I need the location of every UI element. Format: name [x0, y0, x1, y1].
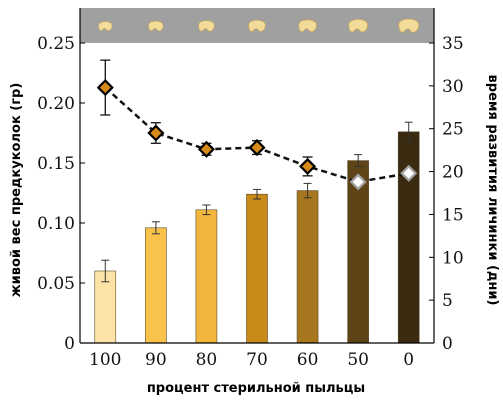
larva-icon [248, 19, 266, 32]
line-point [400, 164, 418, 182]
line-point [299, 157, 317, 175]
larva-icon [348, 18, 369, 33]
x-tick-label: 50 [347, 350, 369, 370]
y-tick-label: 0.15 [37, 154, 75, 174]
y2-tick-label: 5 [442, 291, 453, 311]
larva-shape [398, 18, 420, 33]
line-point [248, 139, 266, 157]
bar [145, 227, 167, 344]
larva-icon [298, 19, 317, 33]
y2-tick-label: 35 [442, 34, 464, 54]
line-point [349, 173, 367, 191]
y2-tick-label: 0 [442, 334, 453, 354]
bar [246, 193, 268, 344]
larva-icon [398, 18, 420, 33]
larva-icon [148, 20, 164, 32]
y-tick-label: 0.10 [37, 214, 75, 234]
y2-axis-title: время развития личинки (дни) [485, 75, 500, 306]
x-tick-label: 80 [196, 350, 218, 370]
line-point [197, 140, 215, 158]
x-tick-label: 100 [89, 350, 121, 370]
y2-tick-label: 15 [442, 205, 464, 225]
y2-tick-label: 10 [442, 248, 464, 268]
bar-series [94, 121, 420, 344]
line-point [147, 124, 165, 142]
y-tick-label: 0.20 [37, 94, 75, 114]
bar [296, 190, 319, 344]
x-tick-label: 70 [246, 350, 268, 370]
larvae-photo-strip [80, 8, 434, 43]
larva-shape [348, 18, 369, 33]
x-tick-label: 90 [145, 350, 167, 370]
x-axis-title: процент стерильной пыльцы [147, 381, 365, 396]
larva-shape [98, 21, 113, 31]
y-axis-title: живой вес предкуколок (гр) [9, 83, 24, 298]
axes: 0 0.05 0.10 0.15 0.20 0.25 0 5 10 15 20 25 30 35 100 90… [37, 8, 464, 370]
line-series [96, 59, 418, 191]
y2-tick-label: 20 [442, 163, 464, 183]
y2-tick-label: 30 [442, 77, 464, 97]
y2-tick-label: 25 [442, 120, 464, 140]
larva-shape [148, 20, 164, 32]
x-tick-label: 60 [297, 350, 319, 370]
larva-shape [198, 20, 215, 32]
larva-icon [98, 21, 113, 31]
larva-icon [198, 20, 215, 32]
larva-shape [248, 19, 266, 32]
bar [195, 209, 218, 344]
line-point [96, 79, 114, 97]
larva-shape [298, 19, 317, 33]
y-tick-label: 0.25 [37, 34, 75, 54]
y-tick-label: 0 [64, 334, 75, 354]
x-tick-label: 0 [403, 350, 414, 370]
y-tick-label: 0.05 [37, 274, 75, 294]
bar [397, 131, 420, 344]
